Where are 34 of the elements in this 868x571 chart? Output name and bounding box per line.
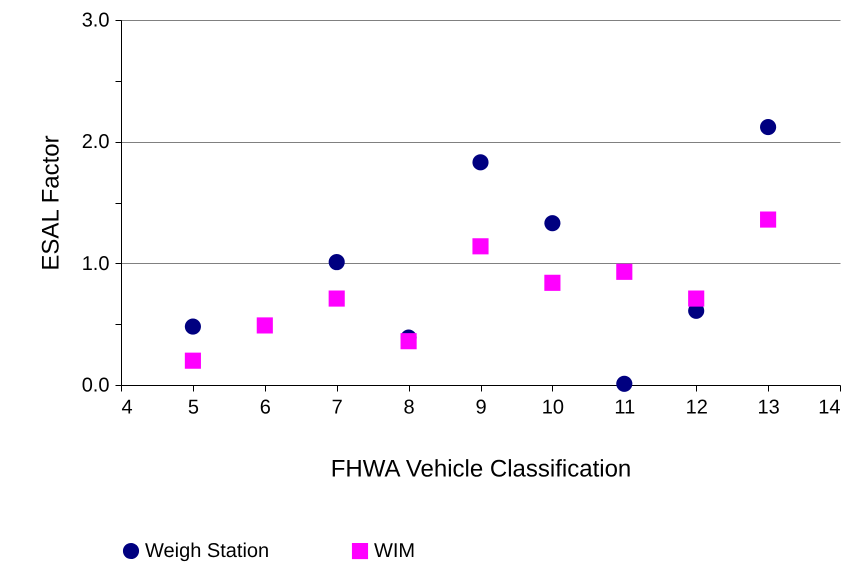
point	[184, 352, 201, 369]
y-tick-label: 0.0	[82, 374, 110, 396]
legend-label: Weigh Station	[145, 540, 270, 562]
point	[472, 238, 489, 254]
point	[544, 274, 560, 291]
x-tick-label: 6	[260, 396, 271, 418]
x-tick-label: 9	[475, 396, 487, 418]
y-tick-label: 3.0	[82, 10, 110, 32]
x-tick-label: 11	[614, 396, 636, 418]
x-tick-label: 12	[686, 396, 708, 418]
point	[760, 119, 776, 136]
point	[616, 264, 632, 280]
point	[328, 290, 345, 307]
legend-label: WIM	[374, 540, 416, 562]
y-tick-label: 1.0	[82, 252, 110, 275]
x-tick-label: 10	[542, 396, 564, 418]
x-tick-label: 13	[757, 396, 780, 418]
point	[328, 254, 345, 270]
x-tick-label: 8	[404, 396, 415, 418]
y-axis-title: ESAL Factor	[38, 135, 65, 271]
y-tick-label: 2.0	[82, 131, 110, 154]
point	[184, 318, 201, 335]
point	[472, 154, 489, 170]
point	[688, 290, 704, 307]
point	[256, 317, 273, 334]
point	[400, 333, 417, 350]
x-tick-label: 5	[188, 396, 199, 418]
x-tick-label: 4	[122, 396, 133, 418]
point	[544, 215, 560, 232]
point	[616, 376, 632, 392]
point	[760, 211, 776, 228]
x-axis-title: FHWA Vehicle Classification	[330, 456, 632, 482]
x-tick-label: 14	[818, 396, 840, 418]
x-tick-label: 7	[332, 396, 343, 418]
